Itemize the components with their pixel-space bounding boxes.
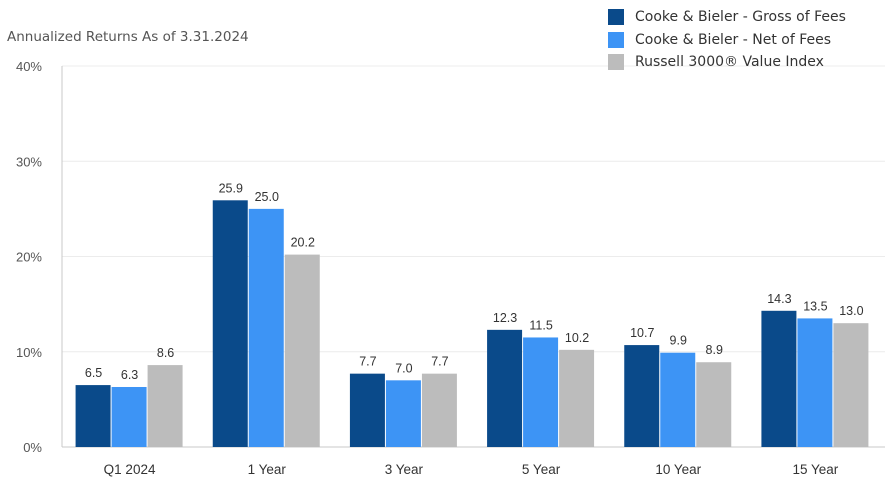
legend-swatch-net [608,31,624,48]
chart-legend: Cooke & Bieler - Gross of Fees Cooke & B… [608,6,846,74]
x-tick-label: 10 Year [655,462,701,477]
bar [111,386,147,447]
data-label: 25.0 [255,190,279,204]
bar [385,380,421,447]
data-label: 7.7 [431,355,448,369]
y-tick-label: 0% [23,440,42,455]
bar [624,345,660,447]
bar [147,365,183,447]
bar [696,362,732,447]
legend-item-net: Cooke & Bieler - Net of Fees [608,29,846,52]
bar [523,337,559,447]
chart-subtitle: Annualized Returns As of 3.31.2024 [7,29,249,45]
data-label: 13.0 [839,304,863,318]
legend-swatch-gross [608,9,624,26]
data-label: 12.3 [493,311,517,325]
bar [660,352,696,447]
y-tick-label: 40% [16,59,42,74]
bar [284,254,320,447]
y-tick-label: 10% [16,345,42,360]
data-label: 8.6 [157,346,174,360]
bar [797,318,833,447]
y-tick-label: 20% [16,250,42,265]
bar [349,373,385,447]
bar [212,200,248,447]
data-label: 7.7 [359,355,376,369]
bar [75,385,111,447]
x-tick-label: 5 Year [522,462,561,477]
legend-item-gross: Cooke & Bieler - Gross of Fees [608,6,846,29]
legend-label-index: Russell 3000® Value Index [635,54,824,71]
data-label: 14.3 [767,292,791,306]
x-tick-label: 3 Year [385,462,424,477]
bar [833,323,869,447]
y-tick-label: 30% [16,154,42,169]
data-label: 25.9 [219,181,243,195]
x-tick-label: Q1 2024 [104,462,156,477]
data-label: 6.3 [121,368,138,382]
data-label: 20.2 [291,236,315,250]
data-label: 6.5 [85,366,102,380]
data-label: 13.5 [803,299,827,313]
legend-label-net: Cooke & Bieler - Net of Fees [635,31,832,48]
data-label: 8.9 [706,343,723,357]
data-label: 10.7 [630,326,654,340]
data-label: 7.0 [395,361,412,375]
bar [421,373,457,447]
x-tick-label: 15 Year [793,462,839,477]
bar [487,329,523,447]
bar [761,310,797,447]
legend-swatch-index [608,54,624,71]
bar [559,349,595,447]
legend-label-gross: Cooke & Bieler - Gross of Fees [635,9,846,26]
data-label: 9.9 [670,334,687,348]
bar [248,208,284,447]
legend-item-index: Russell 3000® Value Index [608,51,846,74]
data-label: 10.2 [565,331,589,345]
data-label: 11.5 [529,318,552,332]
x-tick-label: 1 Year [248,462,287,477]
